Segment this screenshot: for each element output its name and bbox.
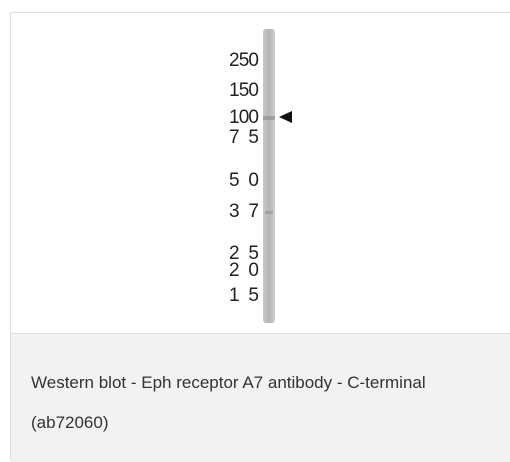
marker-label: 15 <box>229 285 259 306</box>
figure-image: 250 150 100 75 50 37 25 20 15 <box>11 13 510 333</box>
marker-label: 37 <box>229 201 259 222</box>
marker-label: 250 <box>229 50 259 71</box>
band-arrow <box>279 111 292 123</box>
band <box>265 211 273 214</box>
marker-label: 20 <box>229 260 259 281</box>
marker-label: 50 <box>229 170 259 191</box>
marker-label: 150 <box>229 80 259 101</box>
figure-card: 250 150 100 75 50 37 25 20 15 Western blot - Eph… <box>10 12 510 462</box>
caption: Western blot - Eph receptor A7 antibody … <box>31 373 426 432</box>
band <box>263 116 275 120</box>
blot-lane <box>263 29 275 323</box>
marker-label: 75 <box>229 127 259 148</box>
marker-label: 100 <box>229 107 259 128</box>
caption-box: Western blot - Eph receptor A7 antibody … <box>11 333 510 462</box>
